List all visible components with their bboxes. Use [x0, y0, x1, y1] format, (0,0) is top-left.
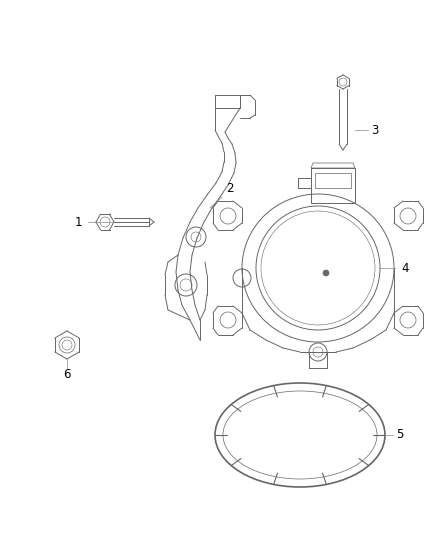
Text: 3: 3 [371, 124, 379, 136]
Text: 1: 1 [74, 215, 82, 229]
Circle shape [323, 270, 329, 276]
Text: 4: 4 [401, 262, 409, 274]
Text: 2: 2 [226, 182, 234, 195]
Text: 5: 5 [396, 429, 404, 441]
Text: 6: 6 [63, 368, 71, 382]
